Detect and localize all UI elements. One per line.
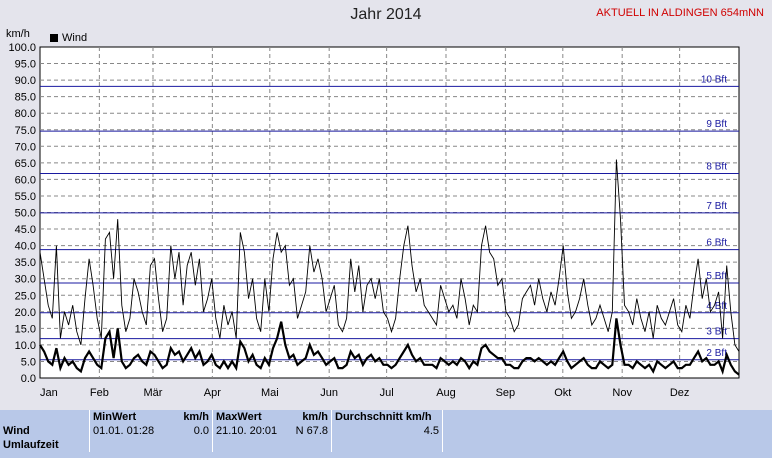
x-tick-label: Okt	[554, 387, 571, 399]
y-tick-label: 5.0	[21, 356, 36, 368]
x-tick-label: Dez	[670, 387, 690, 399]
series-line-gust	[39, 159, 740, 352]
min-time: 01.01. 01:28	[89, 424, 166, 438]
y-tick-label: 80.0	[15, 108, 36, 120]
y-tick-label: 90.0	[15, 75, 36, 87]
min-value: 0.0	[193, 425, 209, 437]
y-tick-label: 85.0	[15, 92, 36, 104]
beaufort-label: 7 Bft	[706, 201, 727, 212]
beaufort-label: 8 Bft	[706, 161, 727, 172]
y-tick-label: 50.0	[15, 208, 36, 220]
max-header: MaxWert	[212, 410, 285, 424]
y-tick-label: 45.0	[15, 224, 36, 236]
beaufort-label: 10 Bft	[701, 74, 727, 85]
station-link[interactable]: AKTUELL IN ALDINGEN 654mNN	[596, 7, 764, 19]
beaufort-label: 4 Bft	[706, 301, 727, 312]
x-tick-label: Aug	[436, 387, 456, 399]
wind-chart: 0.0 5.0 10.0 15.0 20.0 25.0 30.0 35.0 40.0 45.0 50…	[8, 42, 740, 399]
y-tick-label: 10.0	[15, 340, 36, 352]
y-tick-label: 75.0	[15, 125, 36, 137]
max-unit-header: km/h	[302, 411, 328, 423]
beaufort-label: 6 Bft	[706, 238, 727, 249]
beaufort-label: 9 Bft	[706, 119, 727, 130]
x-tick-label: Mai	[261, 387, 279, 399]
stats-panel: MinWert km/h MaxWert km/h Durchschnitt k…	[0, 410, 772, 458]
x-tick-label: Sep	[496, 387, 516, 399]
x-tick-label: Jul	[380, 387, 394, 399]
x-tick-label: Nov	[612, 387, 632, 399]
beaufort-label: 2 Bft	[706, 348, 727, 359]
max-time: 21.10. 20:01	[212, 424, 285, 438]
beaufort-label: 5 Bft	[706, 271, 727, 282]
min-unit-header: km/h	[183, 411, 209, 423]
y-axis-unit: km/h	[6, 28, 30, 40]
y-tick-label: 100.0	[8, 42, 36, 54]
y-tick-label: 20.0	[15, 307, 36, 319]
avg-header: Durchschnitt km/h	[331, 410, 443, 424]
min-header: MinWert	[89, 410, 166, 424]
x-tick-label: Jan	[40, 387, 58, 399]
x-tick-label: Apr	[204, 387, 221, 399]
y-tick-label: 15.0	[15, 323, 36, 335]
y-tick-label: 25.0	[15, 290, 36, 302]
x-tick-label: Feb	[90, 387, 109, 399]
y-tick-label: 0.0	[21, 373, 36, 385]
row-label-next: Umlaufzeit	[3, 439, 59, 451]
avg-value: 4.5	[331, 424, 443, 438]
legend-label: Wind	[62, 32, 88, 44]
y-tick-label: 30.0	[15, 274, 36, 286]
legend-swatch	[50, 34, 58, 42]
y-tick-label: 35.0	[15, 257, 36, 269]
x-tick-label: Mär	[144, 387, 163, 399]
y-tick-label: 40.0	[15, 241, 36, 253]
beaufort-label: 3 Bft	[706, 327, 727, 338]
x-tick-label: Jun	[320, 387, 338, 399]
max-value: N 67.8	[295, 425, 328, 437]
y-tick-label: 95.0	[15, 59, 36, 71]
y-tick-label: 65.0	[15, 158, 36, 170]
row-label-wind: Wind	[3, 425, 30, 437]
legend: Wind	[50, 32, 87, 44]
y-tick-label: 70.0	[15, 141, 36, 153]
y-tick-label: 60.0	[15, 174, 36, 186]
y-tick-label: 55.0	[15, 191, 36, 203]
chart-title: Jahr 2014	[350, 6, 422, 23]
series-line-mean	[39, 318, 740, 376]
